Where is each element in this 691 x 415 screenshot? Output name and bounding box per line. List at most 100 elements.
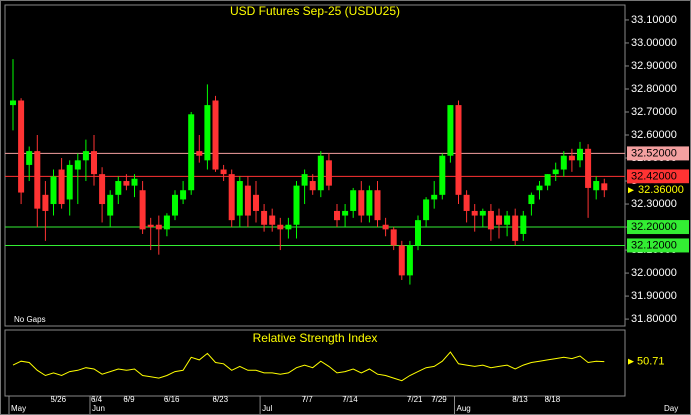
candle-body xyxy=(577,148,583,161)
y-tick-label: 32.60000 xyxy=(631,129,677,141)
candle-body xyxy=(180,190,187,200)
x-tick-label: 8/13 xyxy=(512,395,528,404)
candle-body xyxy=(50,176,57,205)
candle-body xyxy=(455,105,462,195)
x-tick-label: 6/16 xyxy=(164,395,180,404)
candle-body xyxy=(131,178,138,186)
candle-body xyxy=(374,190,381,221)
last-price-box xyxy=(637,183,689,198)
candle-body xyxy=(334,210,340,221)
month-label: Aug xyxy=(457,404,471,413)
candle-body xyxy=(382,224,389,230)
candle-body xyxy=(253,194,259,211)
candle-body xyxy=(228,174,235,221)
price-label-box xyxy=(627,146,689,161)
candle-body xyxy=(342,210,349,216)
candle-body xyxy=(99,174,106,205)
month-label: Jul xyxy=(262,404,272,413)
y-tick-label: 32.00000 xyxy=(631,267,677,279)
candle-body xyxy=(544,174,551,186)
x-tick-label: 6/9 xyxy=(123,395,135,404)
candle-body xyxy=(123,181,130,186)
candle-body xyxy=(26,151,33,165)
candle-body xyxy=(220,169,227,175)
rsi-last-label: 50.71 xyxy=(637,355,665,367)
y-tick-label: 31.80000 xyxy=(631,313,677,325)
month-label: May xyxy=(11,404,26,413)
candle-body xyxy=(317,155,324,191)
y-tick-label: 32.30000 xyxy=(631,198,677,210)
candle-body xyxy=(261,210,268,225)
candle-body xyxy=(58,169,65,205)
y-tick-label: 33.10000 xyxy=(631,14,677,26)
candle-body xyxy=(285,224,292,230)
candle-body xyxy=(585,148,592,188)
candle-body xyxy=(552,169,559,175)
candle-body xyxy=(74,160,81,170)
price-label: 32.52000 xyxy=(631,147,677,159)
candle-body xyxy=(487,210,494,230)
rsi-line xyxy=(12,351,605,382)
candle-body xyxy=(512,215,519,241)
candle-body xyxy=(293,185,300,225)
price-panel xyxy=(4,4,626,327)
candle-body xyxy=(204,105,211,161)
candle-body xyxy=(244,185,251,216)
x-tick-label: 6/23 xyxy=(213,395,229,404)
candle-body xyxy=(463,194,470,211)
price-label: 32.12000 xyxy=(631,239,677,251)
price-label-box xyxy=(627,169,689,184)
last-price-arrow xyxy=(628,187,634,194)
candle-body xyxy=(66,164,73,200)
candle-body xyxy=(34,151,41,209)
chart-title: USD Futures Sep-25 (USDU25) xyxy=(230,4,400,18)
month-label: Jun xyxy=(92,404,105,413)
candle-body xyxy=(398,245,405,276)
candle-body xyxy=(536,185,543,191)
note: No Gaps xyxy=(14,315,46,324)
candle-body xyxy=(568,155,575,161)
y-tick-label: 32.80000 xyxy=(631,83,677,95)
candle-body xyxy=(358,190,365,216)
candle-body xyxy=(82,151,89,161)
candle-body xyxy=(390,229,397,246)
candle-body xyxy=(155,224,162,230)
candle-body xyxy=(593,181,600,191)
candle-body xyxy=(350,190,357,211)
candle-body xyxy=(163,215,170,230)
candle-body xyxy=(10,100,16,106)
y-tick-label: 32.70000 xyxy=(631,106,677,118)
candle-body xyxy=(406,245,413,276)
candle-body xyxy=(601,183,608,191)
candle-body xyxy=(415,220,421,246)
y-tick-label: 31.90000 xyxy=(631,290,677,302)
candle-body xyxy=(366,190,373,216)
x-tick-label: 7/29 xyxy=(431,395,447,404)
candle-body xyxy=(18,100,25,193)
price-label: 32.20000 xyxy=(631,221,677,233)
last-price-label: 32.36000 xyxy=(638,184,684,196)
candle-body xyxy=(269,215,276,225)
candle-body xyxy=(236,181,243,216)
candle-body xyxy=(504,215,511,225)
candle-body xyxy=(196,151,203,156)
candle-body xyxy=(496,215,502,225)
price-label-box xyxy=(627,220,689,235)
candle-body xyxy=(277,224,284,230)
price-label: 32.42000 xyxy=(631,170,677,182)
candle-body xyxy=(447,105,454,156)
candle-body xyxy=(42,194,49,211)
candle-body xyxy=(479,210,486,216)
candle-body xyxy=(212,100,219,170)
candle-body xyxy=(309,181,316,191)
candle-body xyxy=(325,160,332,186)
rsi-title: Relative Strength Index xyxy=(253,331,378,345)
candle-body xyxy=(172,194,178,216)
x-tick-label: 6/4 xyxy=(91,395,103,404)
candle-body xyxy=(301,174,308,186)
x-tick-label: 7/21 xyxy=(407,395,423,404)
candle-body xyxy=(147,224,154,228)
price-label-box xyxy=(627,238,689,253)
candle-body xyxy=(139,190,146,230)
candle-body xyxy=(107,194,114,216)
